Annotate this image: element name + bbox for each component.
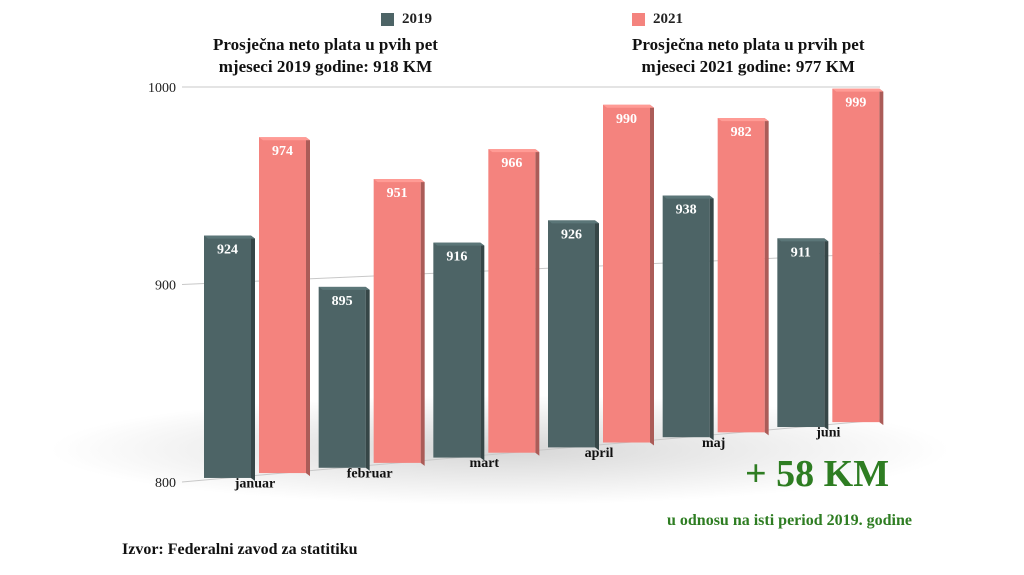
bar-side: [709, 195, 714, 441]
data-label: 895: [332, 294, 353, 309]
bar-2019-maj: [662, 195, 710, 438]
source-text: Izvor: Federalni zavod za statitiku: [122, 541, 358, 558]
legend-swatch-2021: [632, 13, 645, 26]
bar-2021-januar: [259, 137, 306, 474]
legend-2019: 2019: [381, 11, 432, 28]
data-label: 974: [272, 144, 293, 159]
note-2021: Prosječna neto plata u prvih pet mjeseci…: [632, 34, 865, 78]
note-2019-line2: mjeseci 2019 godine: 918 KM: [218, 57, 433, 76]
bar-top: [259, 137, 310, 141]
bar-top: [777, 238, 829, 242]
bar-top: [717, 118, 769, 122]
data-label: 938: [676, 203, 697, 218]
x-tick-label: april: [585, 446, 614, 461]
bar-side: [535, 149, 540, 456]
legend-swatch-2019: [381, 13, 394, 26]
bar-2021-februar: [373, 179, 421, 463]
bar-side: [650, 104, 654, 446]
note-2019: Prosječna neto plata u pvih pet mjeseci …: [213, 34, 438, 78]
data-label: 966: [501, 156, 522, 171]
bar-top: [373, 179, 425, 183]
bar-side: [365, 286, 370, 471]
bar-top: [318, 286, 370, 290]
legend-2021: 2021: [632, 11, 683, 28]
legend-label-2021: 2021: [653, 11, 683, 27]
y-tick-label: 1000: [148, 81, 176, 96]
bar-top: [433, 242, 485, 246]
note-2021-line1: Prosječna neto plata u prvih pet: [632, 35, 865, 54]
bar-side: [824, 238, 829, 431]
bar-2021-juni: [832, 88, 880, 423]
x-tick-label: februar: [347, 466, 393, 481]
y-tick-label: 900: [155, 279, 176, 294]
x-tick-label: maj: [702, 436, 725, 451]
data-label: 911: [791, 245, 811, 260]
x-tick-label: januar: [234, 477, 275, 492]
bar-2019-april: [548, 220, 595, 448]
note-2019-line1: Prosječna neto plata u pvih pet: [213, 35, 438, 54]
bar-top: [662, 195, 714, 199]
bar-top: [603, 104, 654, 108]
difference-caption: u odnosu na isti period 2019. godine: [667, 512, 912, 529]
x-tick-label: mart: [470, 456, 500, 471]
data-label: 982: [731, 125, 752, 140]
data-label: 926: [561, 227, 582, 242]
data-label: 990: [616, 112, 637, 127]
data-label: 951: [387, 186, 408, 201]
bar-top: [204, 235, 255, 239]
bar-top: [832, 88, 884, 92]
data-label: 916: [446, 250, 467, 265]
bar-side: [879, 88, 884, 426]
difference-value: + 58 KM: [745, 453, 890, 495]
bar-side: [480, 242, 485, 461]
legend-label-2019: 2019: [402, 11, 432, 27]
bar-2019-juni: [777, 238, 825, 428]
bar-2019-januar: [204, 235, 251, 478]
data-label: 924: [217, 243, 238, 258]
bar-2021-mart: [488, 149, 536, 453]
bar-side: [420, 179, 425, 466]
bar-side: [764, 118, 769, 436]
bar-2021-maj: [717, 118, 765, 433]
bar-side: [595, 220, 599, 451]
bar-2019-februar: [318, 286, 366, 468]
x-tick-label: juni: [815, 426, 840, 441]
note-2021-line2: mjeseci 2021 godine: 977 KM: [641, 57, 855, 76]
y-tick-label: 800: [155, 476, 176, 491]
bar-side: [251, 235, 255, 481]
bar-2019-mart: [433, 242, 481, 458]
bar-top: [548, 220, 599, 224]
data-label: 999: [845, 96, 866, 111]
bar-2021-april: [603, 104, 650, 443]
bar-side: [306, 137, 310, 477]
bar-top: [488, 149, 540, 153]
